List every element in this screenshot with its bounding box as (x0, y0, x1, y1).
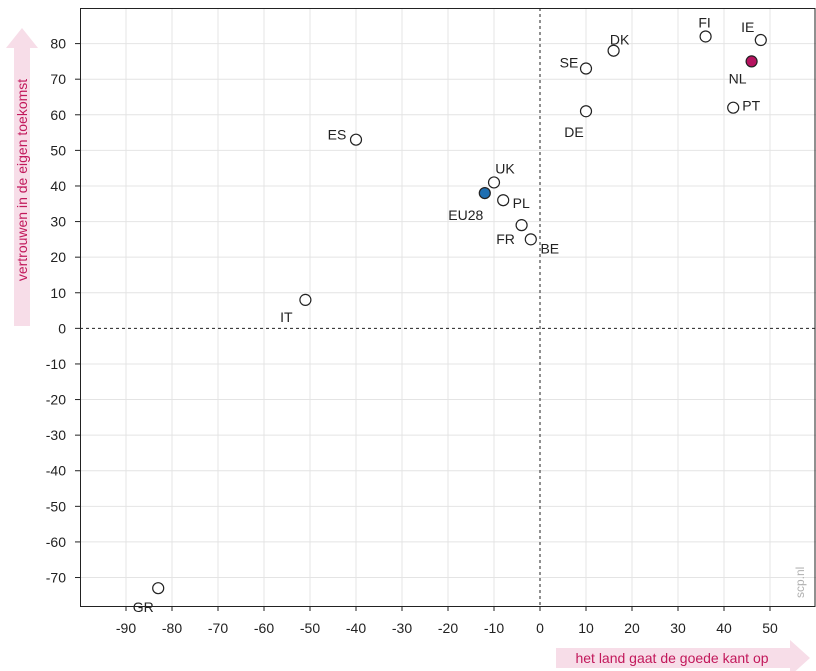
point-label-be: BE (540, 240, 559, 256)
axis-ticks: -90 -80 -70 -60 -50 -40 -30 -20 -10 0 10 20 30 40 50 80… (46, 36, 778, 636)
data-point-de (579, 105, 593, 118)
x-axis-title: het land gaat de goede kant op (556, 640, 810, 671)
point-label-es: ES (328, 127, 347, 143)
x-tick-label: 50 (762, 620, 778, 636)
data-point-ie (754, 33, 767, 47)
y-tick-label: -40 (46, 463, 66, 479)
y-tick-label: 10 (50, 285, 66, 301)
point-label-pl: PL (513, 195, 530, 211)
y-tick-label: 70 (50, 71, 66, 87)
x-tick-label: -30 (392, 620, 412, 636)
reference-lines (80, 8, 816, 606)
x-tick-label: 20 (624, 620, 640, 636)
y-axis-title: vertrouwen in de eigen toekomst (6, 28, 38, 326)
y-tick-label: -60 (46, 534, 66, 550)
data-point-be (524, 233, 537, 246)
x-tick-label: -10 (484, 620, 504, 636)
point-label-de: DE (564, 124, 583, 140)
x-tick-label: 30 (670, 620, 686, 636)
data-point-eu28 (478, 186, 491, 200)
source-credit: scp.nl (793, 567, 807, 598)
data-point-pt (727, 101, 740, 114)
y-tick-label: 40 (50, 178, 66, 194)
y-axis-title-arrow (6, 28, 38, 326)
data-point-nl (745, 55, 758, 68)
data-point-it (299, 293, 312, 306)
x-tick-label: -80 (162, 620, 182, 636)
y-tick-label: -70 (46, 570, 66, 586)
point-label-se: SE (560, 55, 579, 71)
x-tick-label: 0 (536, 620, 544, 636)
x-tick-label: 10 (578, 620, 594, 636)
x-tick-label: -50 (300, 620, 320, 636)
grid (80, 8, 816, 606)
y-tick-label: 30 (50, 214, 66, 230)
point-label-ie: IE (741, 19, 754, 35)
point-label-nl: NL (729, 70, 747, 86)
data-point-pl (497, 194, 510, 207)
data-points: FI IE NL DK SE PT DE ES UK EU28 PL FR BE IT GR (133, 14, 767, 615)
point-label-pt: PT (742, 98, 760, 114)
data-point-fr (515, 219, 528, 232)
y-tick-label: -50 (46, 498, 66, 514)
x-tick-label: -90 (116, 620, 136, 636)
y-tick-label: 80 (50, 36, 66, 52)
data-point-fi (699, 30, 712, 43)
x-tick-label: -60 (254, 620, 274, 636)
y-tick-label: 50 (50, 142, 66, 158)
x-tick-label: -20 (438, 620, 458, 636)
x-tick-label: -70 (208, 620, 228, 636)
point-label-fi: FI (698, 14, 710, 30)
y-tick-label: -30 (46, 427, 66, 443)
y-tick-label: -10 (46, 356, 66, 372)
x-tick-label: 40 (716, 620, 732, 636)
y-axis-label: vertrouwen in de eigen toekomst (14, 79, 30, 281)
y-tick-label: 60 (50, 107, 66, 123)
x-axis-label: het land gaat de goede kant op (575, 650, 768, 666)
point-label-gr: GR (133, 599, 154, 615)
data-point-dk (607, 44, 620, 57)
x-axis-title-arrow (556, 640, 810, 671)
data-point-gr (152, 582, 165, 595)
point-label-uk: UK (495, 160, 515, 176)
point-label-dk: DK (610, 32, 630, 48)
point-label-it: IT (280, 309, 293, 325)
y-tick-label: -20 (46, 392, 66, 408)
data-point-es (349, 133, 363, 146)
x-tick-label: -40 (346, 620, 366, 636)
data-point-uk (487, 176, 501, 189)
point-label-eu28: EU28 (448, 207, 483, 223)
y-tick-label: 20 (50, 249, 66, 265)
data-point-se (579, 62, 593, 75)
y-tick-label: 0 (58, 320, 66, 336)
point-label-fr: FR (496, 231, 515, 247)
